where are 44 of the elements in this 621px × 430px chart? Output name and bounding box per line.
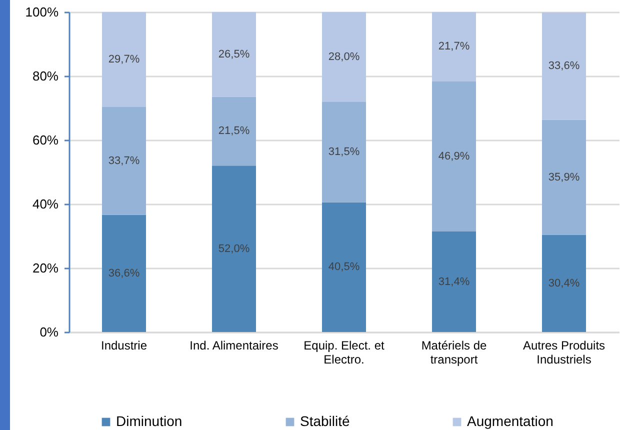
bar bbox=[322, 12, 366, 102]
data-label: 46,9% bbox=[438, 150, 470, 162]
data-label: 29,7% bbox=[108, 54, 140, 66]
bar bbox=[432, 232, 476, 332]
bar bbox=[212, 96, 256, 166]
x-tick-label: Equip. Elect. et Electro. bbox=[304, 338, 386, 366]
y-tick-label: 100% bbox=[25, 4, 59, 20]
data-label: 35,9% bbox=[548, 171, 580, 184]
bar bbox=[212, 166, 256, 332]
bar bbox=[542, 234, 586, 332]
data-label: 31,5% bbox=[328, 146, 360, 158]
data-label: 36,6% bbox=[108, 267, 140, 280]
data-label: 21,5% bbox=[218, 125, 250, 138]
data-label: 30,4% bbox=[548, 277, 580, 290]
bar bbox=[542, 120, 586, 235]
y-tick-label: 20% bbox=[32, 260, 59, 276]
bar bbox=[212, 12, 256, 97]
data-label: 26,5% bbox=[218, 48, 250, 60]
x-tick-label: Matériels de transport bbox=[421, 338, 487, 366]
y-tick-label: 40% bbox=[32, 196, 59, 212]
data-label: 33,6% bbox=[548, 60, 580, 72]
bar bbox=[542, 12, 586, 120]
legend-label: Augmentation bbox=[467, 413, 554, 429]
data-label: 40,5% bbox=[328, 261, 360, 274]
data-label: 52,0% bbox=[218, 242, 250, 255]
bar bbox=[322, 202, 366, 332]
legend-label: Stabilité bbox=[300, 413, 350, 429]
bar bbox=[102, 214, 146, 332]
x-tick-label: Ind. Alimentaires bbox=[190, 338, 278, 352]
bar bbox=[322, 102, 366, 202]
bar bbox=[432, 12, 476, 82]
data-label: 21,7% bbox=[438, 40, 470, 53]
y-tick-label: 60% bbox=[32, 132, 59, 148]
x-tick-label: Autres Produits Industriels bbox=[522, 338, 606, 366]
data-label: 33,7% bbox=[108, 154, 140, 167]
bar bbox=[102, 12, 146, 108]
y-tick-label: 0% bbox=[40, 324, 59, 340]
bar bbox=[432, 81, 476, 232]
y-tick-label: 80% bbox=[32, 68, 59, 84]
legend-label: Diminution bbox=[116, 413, 182, 429]
bar bbox=[102, 107, 146, 215]
data-label: 31,4% bbox=[438, 276, 470, 288]
x-tick-label: Industrie bbox=[100, 338, 148, 352]
data-label: 28,0% bbox=[328, 50, 360, 63]
